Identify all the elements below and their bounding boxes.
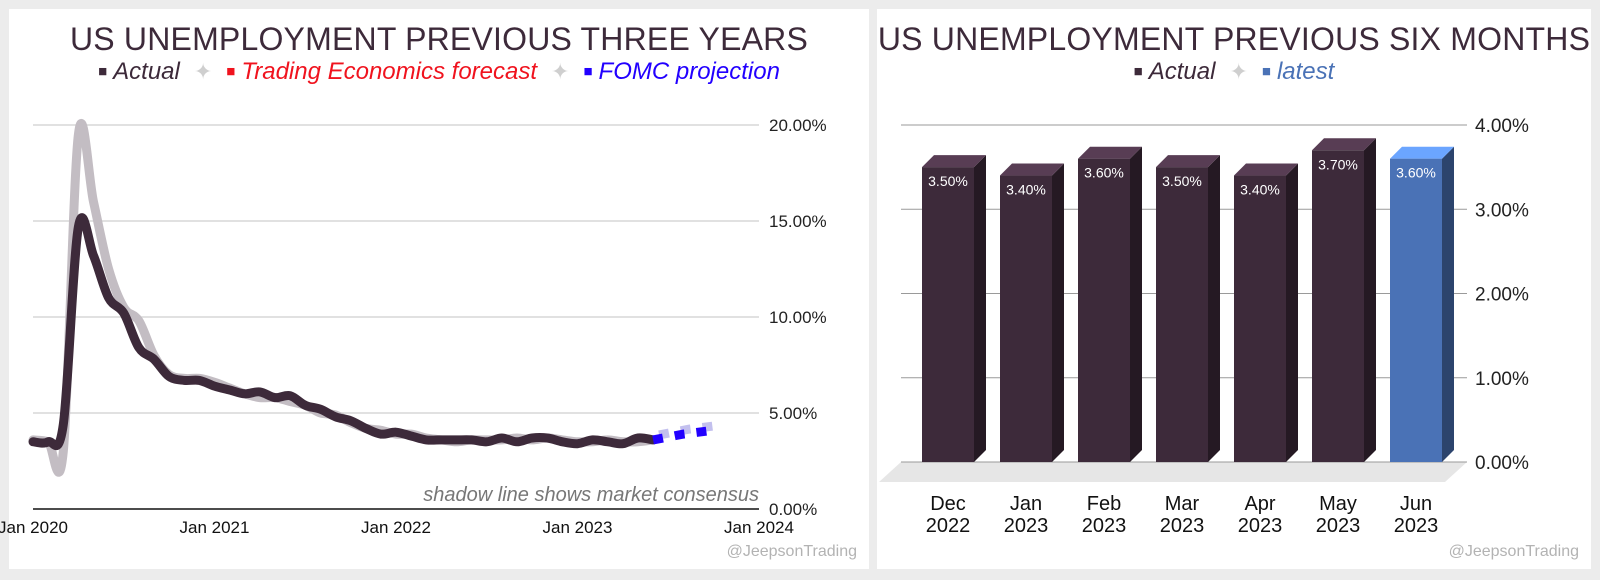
bar-front [1312, 150, 1364, 462]
y-tick-label: 20.00% [769, 116, 827, 135]
bar [922, 155, 986, 462]
credit-right: @JeepsonTrading [1448, 543, 1579, 560]
legend-separator-icon: ✦ [551, 59, 570, 84]
line-chart-plot: 20.00% 15.00% 10.00% 5.00% 0.00% Jan 2020 Jan … [0, 116, 827, 537]
legend-label-actual: Actual [113, 58, 180, 85]
x-tick-label-year: 2023 [1082, 515, 1127, 537]
bar-side [1364, 138, 1376, 462]
x-tick-label-month: Jun [1400, 493, 1432, 515]
x-tick-label-month: Apr [1244, 493, 1275, 515]
bar [1234, 163, 1298, 463]
bar-side [1208, 155, 1220, 462]
bar-side [974, 155, 986, 462]
bar-top [1312, 138, 1376, 151]
left-chart-legend: ■ Actual ✦ ■ Trading Economics forecast ✦ ■ FOM… [9, 58, 869, 86]
bar-data-label: 3.40% [1006, 182, 1046, 198]
x-tick-label-month: May [1319, 493, 1357, 515]
y-tick-label: 1.00% [1475, 369, 1529, 390]
left-chart-panel: US UNEMPLOYMENT PREVIOUS THREE YEARS ■ Ac… [0, 9, 869, 569]
legend-label-actual: Actual [1148, 58, 1216, 85]
bar-data-label: 3.40% [1240, 182, 1280, 198]
x-tick-label: Jan 2020 [0, 518, 68, 537]
series-line-fomc [652, 425, 715, 445]
legend-swatch-actual: ■ [1133, 63, 1143, 80]
x-tick-label: Jan 2024 [724, 518, 794, 537]
bar-top [1390, 146, 1454, 159]
bar-top [1078, 146, 1142, 159]
y-tick-label: 10.00% [769, 308, 827, 327]
right-chart-title: US UNEMPLOYMENT PREVIOUS SIX MONTHS [877, 21, 1591, 57]
y-tick-label: 5.00% [769, 404, 817, 423]
bar-front [1234, 175, 1286, 463]
bar [1390, 146, 1454, 462]
x-tick-label: Jan 2022 [361, 518, 431, 537]
bar-top [922, 155, 986, 168]
bar [1078, 146, 1142, 462]
legend-swatch-latest: ■ [1261, 63, 1271, 80]
legend-swatch-forecast: ■ [226, 63, 236, 80]
bar-side [1130, 146, 1142, 462]
bar-data-label: 3.50% [928, 173, 968, 189]
bar-top [1234, 163, 1298, 176]
chart-note: shadow line shows market consensus [423, 484, 759, 506]
bar [1000, 163, 1064, 463]
legend-swatch-fomc: ■ [583, 63, 593, 80]
left-chart-title: US UNEMPLOYMENT PREVIOUS THREE YEARS [69, 21, 809, 57]
chart-floor [879, 462, 1467, 482]
bar-front [1078, 158, 1130, 462]
x-tick-label-month: Feb [1087, 493, 1121, 515]
bar-data-label: 3.50% [1162, 173, 1202, 189]
right-chart-panel: US UNEMPLOYMENT PREVIOUS SIX MONTHS ■ Act… [877, 9, 1591, 569]
x-tick-label-year: 2023 [1394, 515, 1439, 537]
legend-label-latest: latest [1276, 58, 1335, 85]
x-tick-label-month: Dec [930, 493, 966, 515]
bar-front [1390, 158, 1442, 462]
y-tick-label: 4.00% [1475, 116, 1529, 137]
bar-side [1286, 163, 1298, 463]
x-tick-label-year: 2023 [1160, 515, 1205, 537]
legend-label-forecast: Trading Economics forecast [241, 58, 538, 85]
bar-data-label: 3.60% [1396, 165, 1436, 181]
y-tick-label: 3.00% [1475, 200, 1529, 221]
y-tick-label: 0.00% [769, 500, 817, 519]
legend-swatch-actual: ■ [98, 63, 108, 80]
legend-separator-icon: ✦ [1229, 59, 1248, 84]
bar-front [922, 167, 974, 462]
legend-separator-icon: ✦ [193, 59, 213, 84]
x-tick-label-year: 2023 [1004, 515, 1049, 537]
x-tick-label-year: 2023 [1316, 515, 1361, 537]
x-tick-label-year: 2022 [926, 515, 971, 537]
bar-side [1442, 146, 1454, 462]
legend-label-fomc: FOMC projection [598, 58, 780, 85]
bar-front [1000, 175, 1052, 463]
series-line-actual [28, 213, 658, 451]
x-tick-label-month: Jan [1010, 493, 1042, 515]
bar-data-label: 3.60% [1084, 165, 1124, 181]
x-tick-label: Jan 2021 [180, 518, 250, 537]
credit-left: @JeepsonTrading [726, 543, 857, 560]
bar [1156, 155, 1220, 462]
bar-top [1000, 163, 1064, 176]
series-line-fomc-shadow [658, 420, 721, 440]
x-tick-label: Jan 2023 [543, 518, 613, 537]
y-tick-label: 0.00% [1475, 453, 1529, 474]
bar [1312, 138, 1376, 462]
x-tick-label-year: 2023 [1238, 515, 1283, 537]
right-chart-legend: ■ Actual ✦ ■ latest [877, 58, 1591, 86]
bar-data-label: 3.70% [1318, 156, 1358, 172]
y-tick-label: 15.00% [769, 212, 827, 231]
bar-front [1156, 167, 1208, 462]
bar-side [1052, 163, 1064, 463]
y-tick-label: 2.00% [1475, 285, 1529, 306]
x-tick-label-month: Mar [1165, 493, 1200, 515]
bar-top [1156, 155, 1220, 168]
